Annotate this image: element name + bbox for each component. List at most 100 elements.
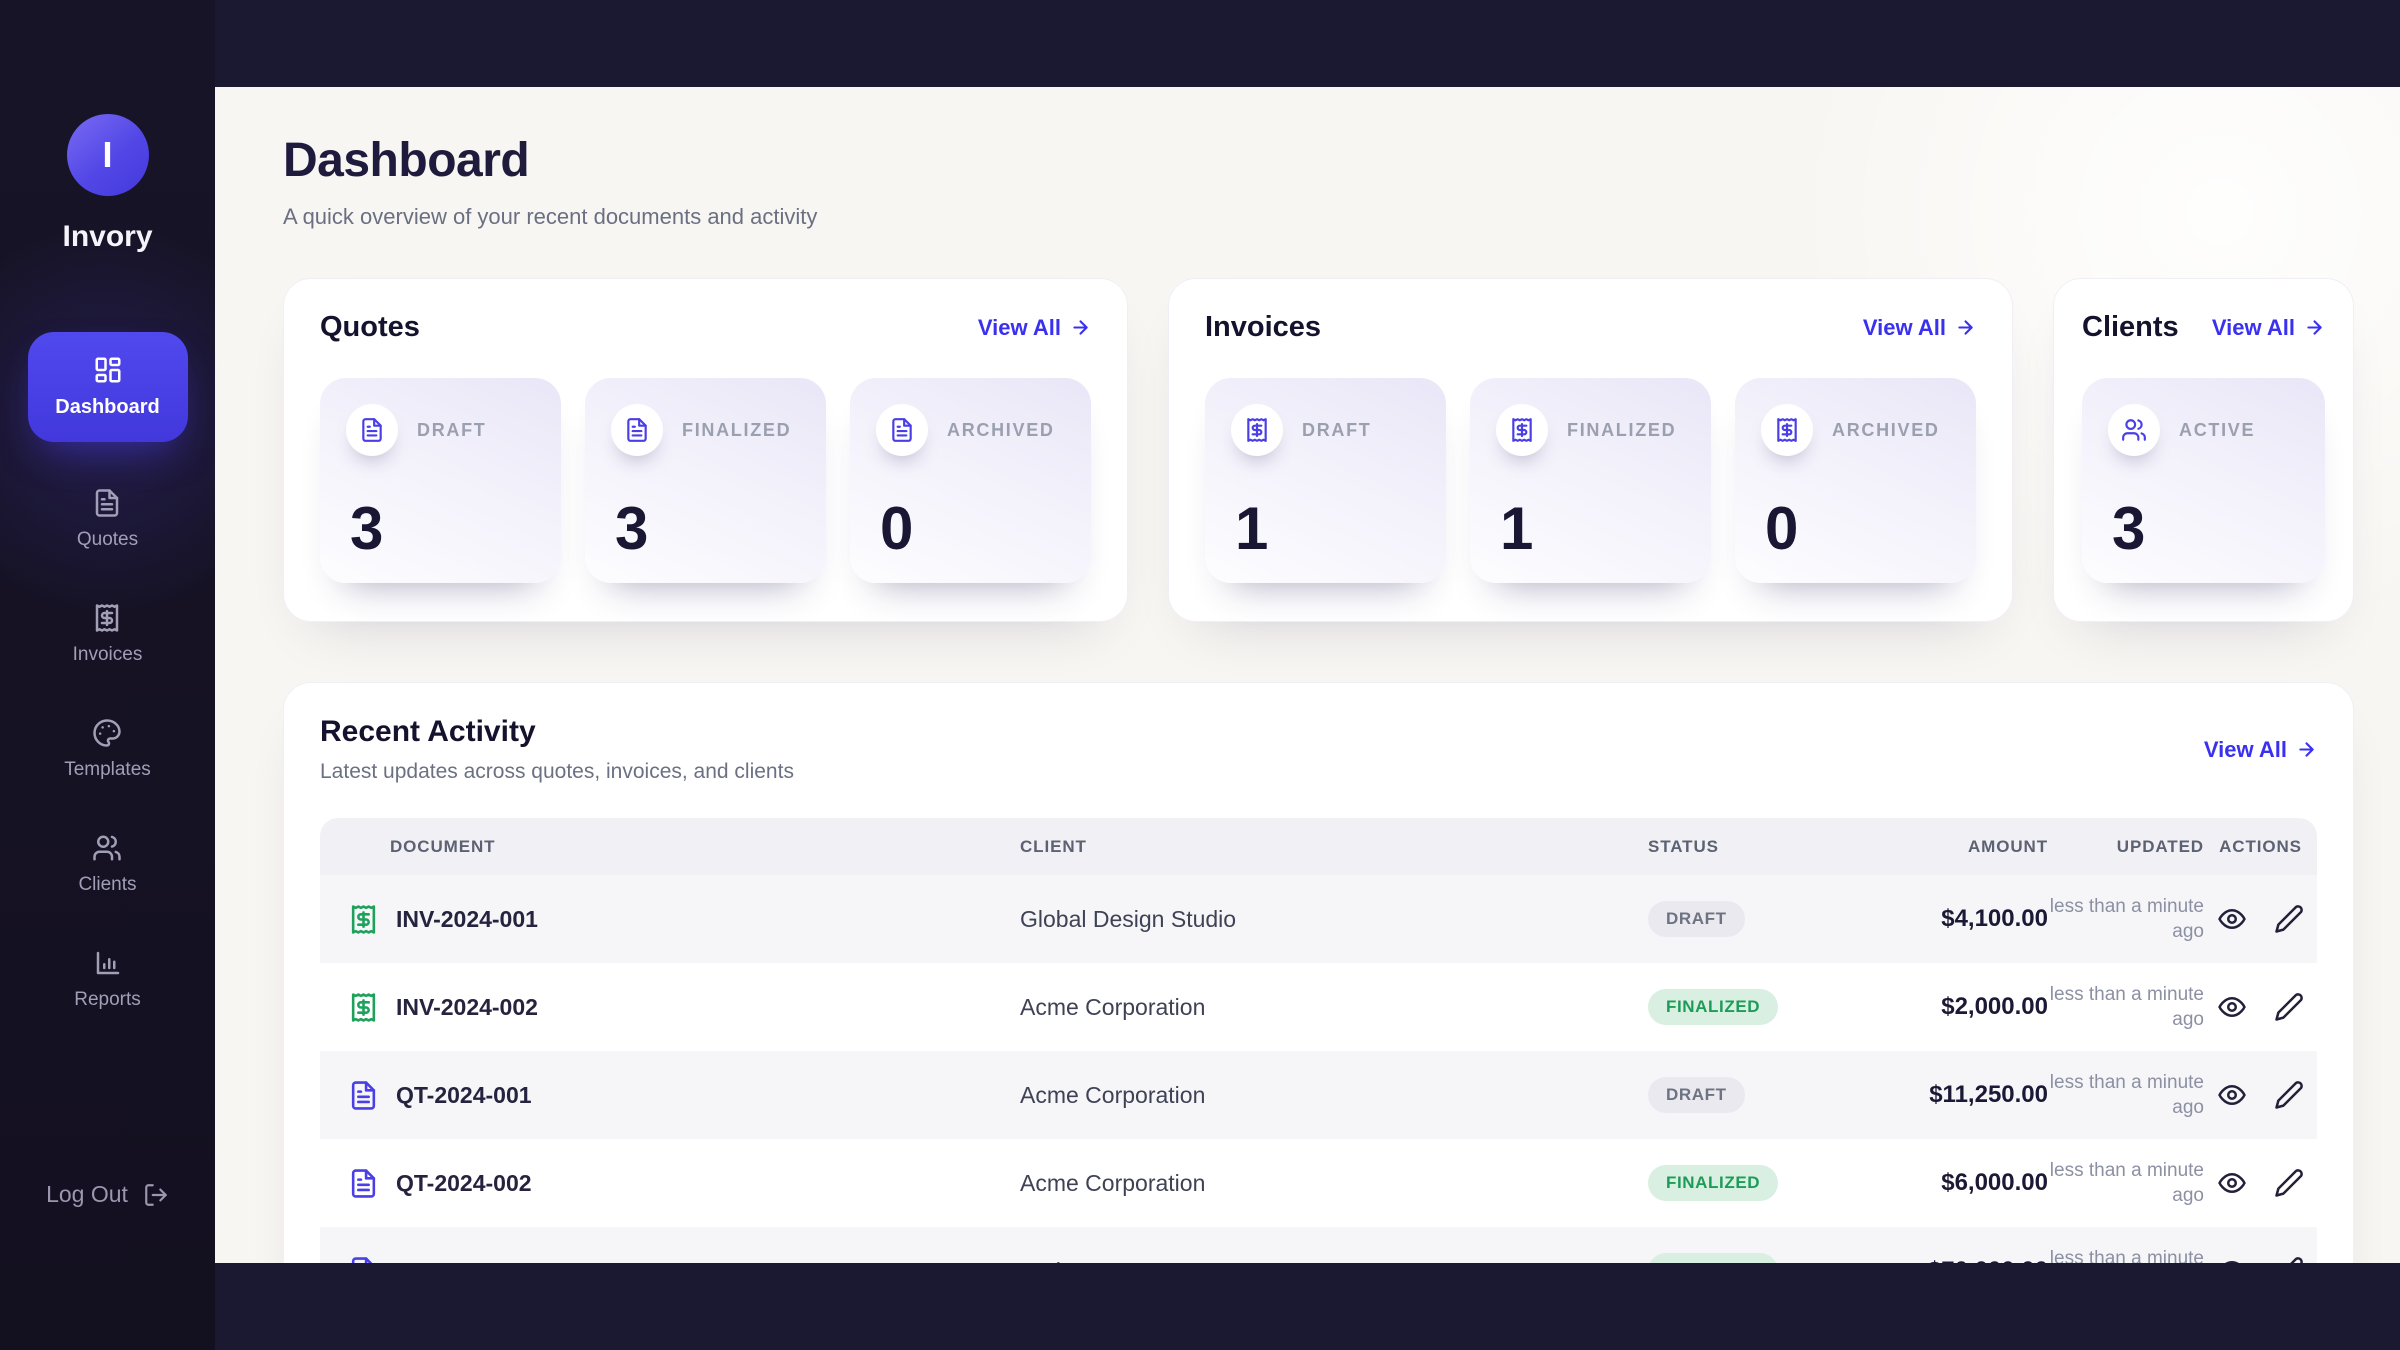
layout-dashboard-icon (93, 355, 123, 385)
column-header-amount: AMOUNT (1968, 836, 2048, 856)
log-out-button[interactable]: Log Out (46, 1181, 169, 1208)
file-text-icon (624, 417, 650, 443)
actions-cell (2204, 1256, 2317, 1263)
updated-cell: less than a minute ago (2049, 895, 2204, 942)
recent-activity-card: Recent Activity Latest updates across qu… (283, 682, 2354, 1263)
sidebar-item-clients[interactable]: Clients (78, 833, 137, 896)
edit-button[interactable] (2274, 904, 2304, 934)
document-cell: QT-2024-001 (320, 1080, 1020, 1111)
document-cell: INV-2024-001 (320, 904, 1020, 935)
invoices-draft-tile: DRAFT 1 (1205, 378, 1446, 583)
edit-button[interactable] (2274, 1256, 2304, 1263)
sidebar-item-quotes[interactable]: Quotes (77, 488, 138, 551)
status-cell: DRAFT (1648, 901, 1862, 937)
tile-icon-wrap (346, 404, 398, 456)
tile-icon-wrap (1761, 404, 1813, 456)
stat-value: 3 (350, 495, 384, 562)
arrow-right-icon (1955, 317, 1976, 338)
amount-cell: $6,000.00 (1941, 1169, 2048, 1196)
view-button[interactable] (2217, 1256, 2247, 1263)
sidebar-item-label: Clients (78, 874, 137, 895)
app-name: Invory (62, 220, 153, 253)
sidebar-item-templates[interactable]: Templates (64, 718, 151, 781)
tile-head: FINALIZED (1496, 404, 1685, 456)
client-cell: TechStart Inc. (1020, 1258, 1648, 1264)
activity-view-all-link[interactable]: View All (2204, 737, 2317, 763)
updated-cell: less than a minute ago (2049, 1159, 2204, 1206)
app-logo-letter: I (102, 134, 113, 175)
status-cell: FINALIZED (1648, 989, 1862, 1025)
view-button[interactable] (2217, 904, 2247, 934)
column-header-document: DOCUMENT (390, 836, 496, 856)
tile-icon-wrap (2108, 404, 2160, 456)
status-badge: FINALIZED (1648, 1253, 1779, 1263)
receipt-icon (1774, 417, 1800, 443)
column-header-status: STATUS (1648, 836, 1719, 856)
pencil-icon (2274, 1256, 2304, 1263)
stat-value: 3 (2112, 495, 2146, 562)
file-text-icon (348, 1256, 379, 1264)
eye-icon (2217, 1168, 2247, 1198)
updated-cell: less than a minute ago (2049, 1247, 2204, 1263)
sidebar-item-label: Dashboard (55, 396, 160, 418)
clients-card-title: Clients (2082, 311, 2179, 343)
invoices-view-all-link[interactable]: View All (1863, 315, 1976, 341)
updated-cell: less than a minute ago (2049, 983, 2204, 1030)
view-button[interactable] (2217, 1080, 2247, 1110)
file-text-icon (348, 1168, 379, 1199)
table-row: QT-2024-002 Acme Corporation FINALIZED $… (320, 1139, 2317, 1227)
quotes-view-all-link[interactable]: View All (978, 315, 1091, 341)
view-all-label: View All (977, 314, 1061, 340)
receipt-icon (92, 603, 122, 633)
eye-icon (2217, 1080, 2247, 1110)
view-all-label: View All (2211, 314, 2295, 340)
quotes-archived-tile: ARCHIVED 0 (850, 378, 1091, 583)
invoices-finalized-tile: FINALIZED 1 (1470, 378, 1711, 583)
recent-activity-header: Recent Activity Latest updates across qu… (320, 715, 2317, 784)
edit-button[interactable] (2274, 1080, 2304, 1110)
quotes-stat-tiles: DRAFT 3 FINALIZED 3 ARCHIVED (320, 378, 1091, 583)
sidebar-item-reports[interactable]: Reports (74, 948, 141, 1011)
log-out-icon (143, 1182, 169, 1208)
view-all-label: View All (1862, 314, 1946, 340)
edit-button[interactable] (2274, 992, 2304, 1022)
invoices-archived-tile: ARCHIVED 0 (1735, 378, 1976, 583)
amount-cell: $4,100.00 (1941, 905, 2048, 932)
clients-view-all-link[interactable]: View All (2212, 315, 2325, 341)
tile-icon-wrap (1231, 404, 1283, 456)
sidebar-item-label: Invoices (72, 644, 143, 665)
recent-activity-table: DOCUMENT CLIENT STATUS AMOUNT UPDATED AC… (320, 818, 2317, 1263)
column-header-updated: UPDATED (2116, 836, 2204, 856)
file-text-icon (92, 488, 122, 518)
users-icon (92, 833, 122, 863)
table-row: INV-2024-002 Acme Corporation FINALIZED … (320, 963, 2317, 1051)
client-cell: Acme Corporation (1020, 1169, 1206, 1196)
stat-label: DRAFT (1302, 419, 1372, 440)
receipt-icon (348, 904, 379, 935)
tile-head: ARCHIVED (876, 404, 1065, 456)
status-cell: FINALIZED (1648, 1253, 1862, 1263)
palette-icon (92, 718, 122, 748)
edit-button[interactable] (2274, 1168, 2304, 1198)
amount-cell: $2,000.00 (1941, 993, 2048, 1020)
stat-value: 0 (1765, 495, 1799, 562)
quotes-draft-tile: DRAFT 3 (320, 378, 561, 583)
table-row: QT-2024-003 TechStart Inc. FINALIZED $70… (320, 1227, 2317, 1263)
sidebar-item-invoices[interactable]: Invoices (72, 603, 143, 666)
quotes-card-title: Quotes (320, 311, 420, 343)
pencil-icon (2274, 904, 2304, 934)
view-button[interactable] (2217, 992, 2247, 1022)
tile-icon-wrap (1496, 404, 1548, 456)
eye-icon (2217, 1256, 2247, 1263)
actions-cell (2204, 1168, 2317, 1198)
status-badge: FINALIZED (1648, 1165, 1779, 1201)
document-id: QT-2024-003 (396, 1258, 532, 1264)
recent-activity-title: Recent Activity (320, 715, 536, 748)
sidebar-item-dashboard[interactable]: Dashboard (27, 332, 188, 442)
view-button[interactable] (2217, 1168, 2247, 1198)
clients-active-tile: ACTIVE 3 (2082, 378, 2325, 583)
recent-activity-subtitle: Latest updates across quotes, invoices, … (320, 760, 794, 783)
main-content: Dashboard A quick overview of your recen… (215, 87, 2400, 1263)
invoices-card-header: Invoices View All (1205, 311, 1976, 344)
receipt-icon (1244, 417, 1270, 443)
